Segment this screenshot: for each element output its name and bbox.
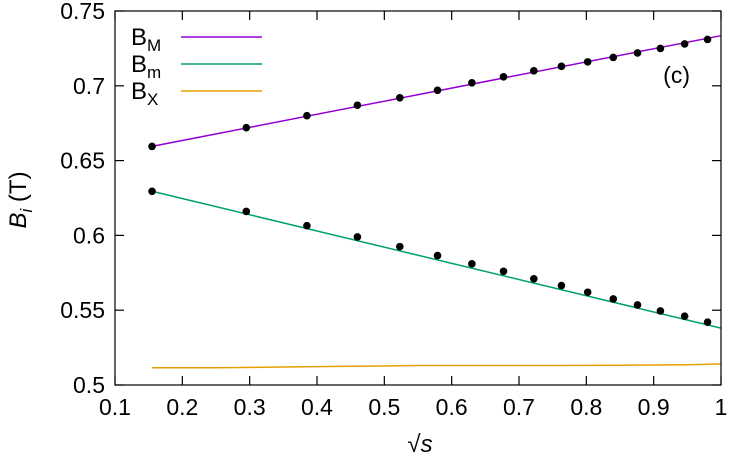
x-tick-label: 0.1 — [99, 394, 131, 420]
panel-label: (c) — [663, 62, 690, 88]
x-tick-label: 0.9 — [638, 394, 670, 420]
x-tick-label: 0.4 — [301, 394, 333, 420]
data-point-bm — [656, 44, 665, 53]
data-point-bm — [148, 142, 156, 151]
data-point-bm — [242, 207, 251, 216]
data-point-bm — [530, 274, 538, 283]
data-point-bm — [703, 318, 712, 326]
data-point-bm — [680, 312, 689, 320]
data-point-bm — [557, 281, 566, 290]
legend-label-bm: Bm — [131, 51, 161, 82]
y-tick-label: 0.75 — [60, 0, 105, 24]
y-axis-var: B — [5, 213, 32, 229]
data-point-bm — [609, 53, 618, 62]
series-line-bx — [152, 363, 722, 369]
x-tick-label: 0.8 — [570, 394, 602, 420]
x-tick-label: 0.2 — [166, 394, 198, 420]
x-tick-label: 0.5 — [368, 394, 400, 420]
data-point-bm — [148, 187, 156, 196]
data-point-bm — [499, 267, 508, 276]
axis-ticks — [114, 10, 722, 386]
data-point-bm — [609, 295, 618, 303]
data-point-bm — [433, 86, 442, 95]
data-point-bm — [583, 58, 592, 66]
series-layer — [148, 34, 722, 369]
plot-frame — [114, 10, 722, 386]
y-axis-title: Bi (T) — [5, 171, 36, 228]
data-point-bm — [633, 301, 642, 309]
data-point-bm — [353, 233, 362, 241]
y-axis-unit: (T) — [5, 171, 32, 208]
data-point-bm — [433, 251, 442, 260]
x-tick-label: 0.7 — [503, 394, 535, 420]
data-point-bm — [633, 49, 642, 57]
x-tick-label: 1 — [715, 394, 728, 420]
data-point-bm — [499, 73, 508, 81]
data-point-bm — [396, 93, 404, 102]
x-axis-title: √s — [407, 431, 432, 458]
data-point-bm — [303, 111, 311, 120]
y-tick-label: 0.7 — [73, 73, 105, 99]
data-point-bm — [703, 35, 712, 44]
data-point-bm — [530, 67, 538, 75]
data-point-bm — [656, 307, 665, 315]
data-point-bm — [396, 242, 404, 251]
x-tick-label: 0.3 — [234, 394, 266, 420]
y-tick-label: 0.65 — [60, 148, 105, 174]
y-tick-label: 0.55 — [60, 297, 105, 323]
legend-label-bx: BX — [131, 78, 158, 109]
data-point-bm — [557, 62, 566, 71]
x-axis-radical: √ — [407, 431, 421, 458]
y-tick-label: 0.5 — [73, 372, 105, 398]
legend-label-bm: BM — [131, 24, 161, 55]
data-point-bm — [468, 260, 476, 268]
x-axis-var: s — [421, 431, 433, 458]
data-point-bm — [583, 288, 592, 297]
tick-labels: 0.1 0.2 0.3 0.4 0.5 0.6 0.7 0.8 0.9 1 0.5 0.55 0.6 0.… — [60, 0, 727, 420]
data-point-bm — [680, 40, 689, 48]
data-point-bm — [303, 221, 311, 230]
data-point-bm — [468, 79, 476, 87]
data-point-bm — [353, 101, 362, 110]
data-point-bm — [242, 123, 251, 132]
y-axis-sub: i — [17, 208, 36, 213]
y-tick-label: 0.6 — [73, 222, 105, 248]
x-tick-label: 0.6 — [436, 394, 468, 420]
